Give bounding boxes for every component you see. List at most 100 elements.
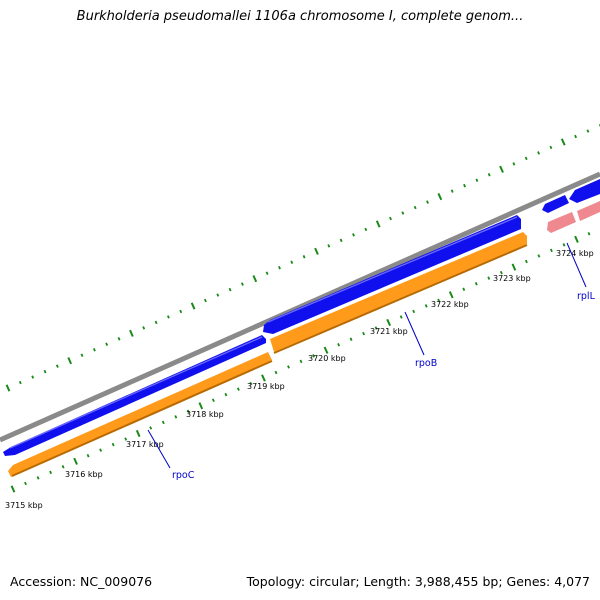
- inner-minor-tick: [374, 326, 378, 330]
- outer-minor-tick: [364, 227, 368, 232]
- inner-minor-tick: [587, 232, 591, 236]
- outer-minor-tick: [216, 293, 220, 297]
- inner-major-tick: [323, 346, 329, 354]
- kbp-label: 3721 kbp: [370, 327, 408, 336]
- outer-minor-tick: [463, 183, 467, 188]
- outer-minor-tick: [80, 353, 84, 357]
- inner-minor-tick: [412, 309, 416, 314]
- rpoC-callout-line: [147, 429, 171, 469]
- feature-pink-2[interactable]: [577, 201, 600, 221]
- inner-minor-tick: [424, 304, 428, 308]
- outer-minor-tick: [487, 173, 491, 177]
- outer-minor-tick: [290, 260, 294, 264]
- outer-minor-tick: [18, 380, 22, 385]
- gene-rpoB[interactable]: [263, 215, 521, 334]
- inner-minor-tick: [86, 453, 90, 458]
- kbp-label: 3722 kbp: [431, 300, 469, 309]
- outer-tick-ring: [5, 124, 600, 392]
- inner-major-tick: [386, 318, 392, 327]
- outer-minor-tick: [512, 162, 516, 166]
- inner-minor-tick: [99, 448, 103, 452]
- inner-major-tick: [135, 429, 141, 438]
- outer-major-tick: [67, 357, 73, 365]
- outer-minor-tick: [389, 216, 392, 221]
- outer-minor-tick: [537, 151, 541, 155]
- gene-callouts: rpoC rpoB rplL: [147, 242, 596, 481]
- inner-minor-tick: [111, 442, 115, 447]
- kbp-label: 3716 kbp: [65, 470, 103, 479]
- inner-minor-tick: [537, 254, 541, 258]
- outer-minor-tick: [43, 369, 47, 374]
- inner-major-tick: [574, 235, 579, 243]
- inner-minor-tick: [437, 298, 441, 303]
- kbp-label: 3719 kbp: [247, 382, 285, 391]
- kbp-label: 3715 kbp: [5, 501, 43, 510]
- outer-minor-tick: [524, 156, 528, 161]
- outer-minor-tick: [475, 178, 479, 182]
- gene-label-rplL[interactable]: rplL: [577, 291, 596, 302]
- kbp-label: 3720 kbp: [308, 354, 346, 363]
- cds-rpoC[interactable]: [8, 352, 272, 477]
- inner-minor-tick: [224, 392, 228, 397]
- inner-major-tick: [448, 291, 454, 299]
- chromosome-backbone: [0, 171, 600, 443]
- outer-minor-tick: [549, 145, 553, 150]
- inner-minor-tick: [24, 481, 27, 486]
- inner-minor-tick: [349, 337, 353, 341]
- inner-minor-tick: [562, 243, 566, 247]
- outer-minor-tick: [339, 238, 343, 243]
- inner-major-tick: [511, 263, 517, 271]
- gene-small-forward[interactable]: [569, 179, 600, 203]
- inner-minor-tick: [487, 276, 491, 280]
- outer-minor-tick: [450, 189, 454, 193]
- inner-minor-tick: [549, 248, 553, 253]
- inner-minor-tick: [274, 370, 278, 375]
- inner-major-tick: [261, 374, 266, 382]
- inner-minor-tick: [249, 381, 253, 386]
- inner-minor-tick: [174, 415, 178, 419]
- outer-major-tick: [375, 220, 381, 228]
- feature-pink-1[interactable]: [547, 212, 576, 233]
- outer-minor-tick: [117, 337, 121, 341]
- outer-minor-tick: [265, 271, 269, 275]
- inner-minor-tick: [36, 476, 40, 480]
- map-title: Burkholderia pseudomallei 1106a chromoso…: [76, 9, 524, 24]
- outer-minor-tick: [228, 287, 232, 292]
- outer-minor-tick: [278, 265, 281, 270]
- gene-rplL[interactable]: [542, 195, 569, 213]
- gene-rpoC-highlight: [9, 336, 263, 449]
- outer-major-tick: [314, 247, 319, 255]
- kbp-label: 3718 kbp: [186, 410, 224, 419]
- cds-rpoB[interactable]: [270, 232, 527, 352]
- outer-minor-tick: [413, 205, 417, 210]
- outer-minor-tick: [240, 282, 244, 286]
- genome-summary: Topology: circular; Length: 3,988,455 bp…: [246, 574, 590, 589]
- outer-minor-tick: [327, 244, 331, 248]
- rplL-callout-line: [566, 242, 587, 288]
- rpoB-callout-line: [404, 311, 425, 356]
- outer-major-tick: [437, 192, 443, 201]
- inner-minor-tick: [499, 270, 503, 275]
- inner-minor-tick: [312, 354, 315, 358]
- gene-rpoC[interactable]: [3, 335, 266, 456]
- kbp-label: 3724 kbp: [556, 249, 594, 258]
- outer-minor-tick: [166, 315, 170, 319]
- outer-minor-tick: [401, 211, 405, 215]
- inner-minor-tick: [474, 281, 478, 286]
- gene-label-rpoC[interactable]: rpoC: [172, 470, 195, 481]
- inner-minor-tick: [462, 287, 466, 291]
- gene-label-rpoB[interactable]: rpoB: [415, 358, 437, 369]
- inner-major-tick: [73, 457, 78, 465]
- inner-minor-tick: [287, 365, 290, 369]
- kbp-label: 3717 kbp: [126, 440, 164, 449]
- kbp-label-group: 3715 kbp 3716 kbp 3717 kbp 3718 kbp 3719 kbp…: [5, 249, 594, 510]
- inner-minor-tick: [399, 315, 403, 319]
- inner-major-tick: [10, 485, 16, 493]
- outer-minor-tick: [352, 233, 355, 237]
- cds-rpoB-shadow: [273, 244, 528, 354]
- outer-minor-tick: [179, 309, 183, 314]
- outer-minor-tick: [105, 342, 109, 346]
- outer-minor-tick: [142, 326, 146, 330]
- forward-gene-track: [3, 179, 600, 456]
- inner-minor-tick: [124, 437, 128, 441]
